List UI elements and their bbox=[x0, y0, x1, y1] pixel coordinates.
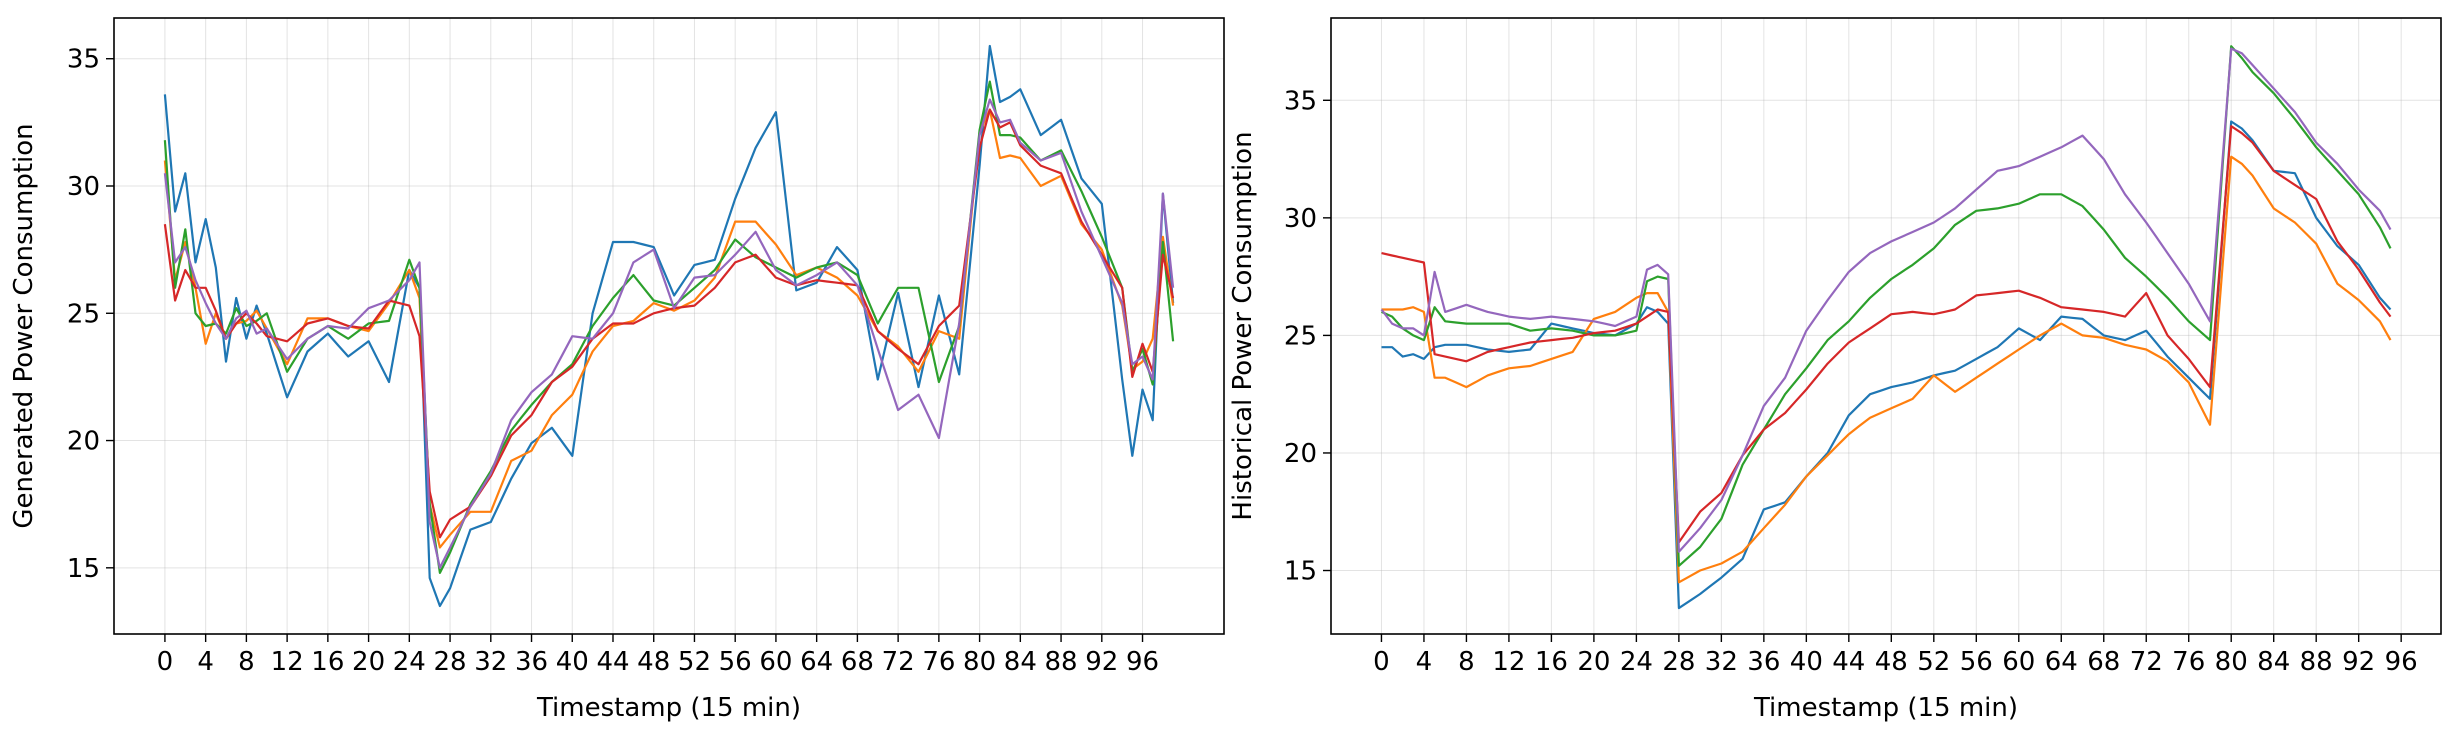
y-tick-label: 15 bbox=[67, 554, 100, 584]
x-tick-label: 24 bbox=[1620, 647, 1653, 677]
x-tick-label: 72 bbox=[882, 647, 915, 677]
x-axis-label: Timestamp (15 min) bbox=[1753, 693, 2018, 723]
x-tick-label: 24 bbox=[393, 647, 426, 677]
series-line-4 bbox=[163, 108, 1175, 539]
y-tick-label: 35 bbox=[1284, 86, 1317, 116]
y-axis: 15 20 25 30 35 Generated Power Consumption bbox=[9, 45, 114, 584]
y-axis-label: Historical Power Consumption bbox=[1228, 131, 1258, 520]
x-tick-label: 56 bbox=[1960, 647, 1993, 677]
x-tick-label: 4 bbox=[197, 647, 214, 677]
x-axis-label: Timestamp (15 min) bbox=[536, 693, 801, 723]
y-tick-label: 25 bbox=[67, 299, 100, 329]
x-tick-label: 8 bbox=[238, 647, 255, 677]
series-line-2 bbox=[1381, 155, 2392, 584]
grid bbox=[114, 18, 1224, 634]
x-tick-label: 40 bbox=[1790, 647, 1823, 677]
series-line-4 bbox=[1381, 125, 2392, 544]
y-tick-label: 15 bbox=[1284, 557, 1317, 587]
plot-area bbox=[1331, 18, 2441, 634]
x-tick-label: 28 bbox=[434, 647, 467, 677]
series-line-5 bbox=[1380, 47, 2392, 553]
y-tick-label: 30 bbox=[1284, 204, 1317, 234]
axes-frame bbox=[1330, 17, 2442, 635]
x-tick-label: 16 bbox=[1535, 647, 1568, 677]
y-tick-label: 20 bbox=[67, 427, 100, 457]
x-tick-label: 84 bbox=[1004, 647, 1037, 677]
y-tick-label: 35 bbox=[67, 45, 100, 75]
x-tick-label: 52 bbox=[678, 647, 711, 677]
x-tick-label: 96 bbox=[1126, 647, 1159, 677]
x-tick-label: 20 bbox=[1577, 647, 1610, 677]
x-tick-label: 60 bbox=[759, 647, 792, 677]
x-tick-label: 60 bbox=[2002, 647, 2035, 677]
x-tick-label: 80 bbox=[963, 647, 996, 677]
x-tick-label: 76 bbox=[2172, 647, 2205, 677]
series-line-3 bbox=[163, 80, 1175, 575]
x-tick-label: 56 bbox=[719, 647, 752, 677]
axes-frame bbox=[113, 17, 1225, 635]
x-axis: 0 4 8 12 16 20 24 28 32 36 40 44 48 52 56 60 64 68 72 76 80 8… bbox=[157, 634, 1159, 723]
y-tick-label: 25 bbox=[1284, 321, 1317, 351]
x-tick-label: 20 bbox=[352, 647, 385, 677]
x-tick-label: 32 bbox=[1705, 647, 1738, 677]
x-tick-label: 28 bbox=[1662, 647, 1695, 677]
x-tick-label: 12 bbox=[271, 647, 304, 677]
x-tick-label: 96 bbox=[2385, 647, 2418, 677]
y-axis-label: Generated Power Consumption bbox=[9, 123, 39, 528]
grid bbox=[1331, 18, 2441, 634]
x-tick-label: 0 bbox=[157, 647, 174, 677]
series-group bbox=[1380, 45, 2392, 610]
chart-right: 0 4 8 12 16 20 24 28 32 36 40 44 48 52 56 60 64 68 72 76 80 8… bbox=[1228, 17, 2442, 723]
x-tick-label: 68 bbox=[841, 647, 874, 677]
x-tick-label: 44 bbox=[596, 647, 629, 677]
x-tick-label: 8 bbox=[1458, 647, 1475, 677]
x-tick-label: 84 bbox=[2257, 647, 2290, 677]
x-tick-label: 88 bbox=[2300, 647, 2333, 677]
x-tick-label: 40 bbox=[556, 647, 589, 677]
x-tick-label: 92 bbox=[1085, 647, 1118, 677]
x-tick-label: 36 bbox=[515, 647, 548, 677]
x-tick-label: 32 bbox=[474, 647, 507, 677]
chart-left: 0 4 8 12 16 20 24 28 32 36 40 44 48 52 56 60 64 68 72 76 80 8… bbox=[9, 17, 1225, 723]
series-group bbox=[163, 44, 1175, 608]
x-tick-label: 36 bbox=[1747, 647, 1780, 677]
x-tick-label: 76 bbox=[922, 647, 955, 677]
series-line-5 bbox=[163, 98, 1175, 569]
x-tick-label: 12 bbox=[1492, 647, 1525, 677]
x-tick-label: 48 bbox=[1875, 647, 1908, 677]
x-tick-label: 44 bbox=[1832, 647, 1865, 677]
x-tick-label: 52 bbox=[1917, 647, 1950, 677]
x-tick-label: 4 bbox=[1416, 647, 1433, 677]
y-tick-label: 20 bbox=[1284, 439, 1317, 469]
y-tick-label: 30 bbox=[67, 172, 100, 202]
x-tick-label: 0 bbox=[1373, 647, 1390, 677]
x-tick-label: 16 bbox=[311, 647, 344, 677]
y-axis: 15 20 25 30 35 Historical Power Consumption bbox=[1228, 86, 1331, 587]
x-tick-label: 64 bbox=[2045, 647, 2078, 677]
series-line-1 bbox=[163, 44, 1175, 608]
x-tick-label: 92 bbox=[2342, 647, 2375, 677]
x-tick-label: 68 bbox=[2087, 647, 2120, 677]
x-tick-label: 48 bbox=[637, 647, 670, 677]
x-tick-label: 80 bbox=[2215, 647, 2248, 677]
x-axis: 0 4 8 12 16 20 24 28 32 36 40 44 48 52 56 60 64 68 72 76 80 8… bbox=[1373, 634, 2418, 723]
x-tick-label: 64 bbox=[800, 647, 833, 677]
x-tick-label: 88 bbox=[1045, 647, 1078, 677]
plot-area bbox=[114, 18, 1224, 634]
x-tick-label: 72 bbox=[2130, 647, 2163, 677]
